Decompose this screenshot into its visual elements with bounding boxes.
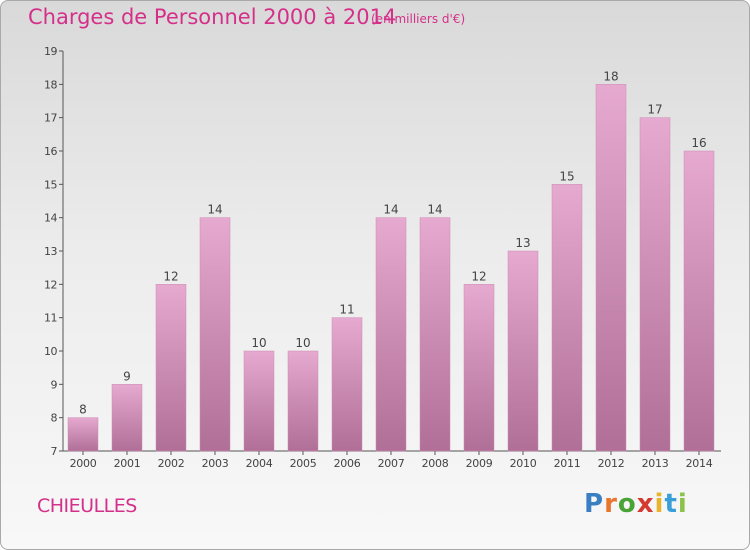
data-label-2002: 12	[163, 269, 178, 283]
y-tick-label: 12	[44, 278, 57, 291]
bar-2012	[595, 84, 627, 452]
bar-2014	[683, 150, 715, 452]
x-tick-label-2003: 2003	[202, 457, 229, 470]
axes: 7 8 9 10 11 12 13 14 15 16 17 18 19 2000 2001 2002 2003 2…	[44, 45, 721, 470]
y-tick-label: 19	[44, 45, 57, 58]
logo-letter: r	[604, 489, 618, 519]
x-tick-label-2009: 2009	[466, 457, 493, 470]
data-label-2001: 9	[123, 369, 131, 383]
chart-subtitle: (en milliers d'€)	[371, 12, 466, 26]
data-labels: 8 9 12 14 10 10 11 14 14 12 13 15 18 17 16	[79, 69, 706, 416]
data-label-2009: 12	[471, 269, 486, 283]
data-label-2007: 14	[383, 203, 398, 217]
bar-2003	[199, 217, 231, 452]
y-tick-label: 10	[44, 345, 57, 358]
x-tick-label-2006: 2006	[334, 457, 361, 470]
data-label-2011: 15	[559, 169, 574, 183]
data-label-2012: 18	[603, 69, 618, 83]
x-tick-label-2013: 2013	[642, 457, 669, 470]
data-label-2005: 10	[295, 336, 310, 350]
bar-2005	[287, 350, 319, 452]
bar-2004	[243, 350, 275, 452]
y-tick-label: 13	[44, 245, 57, 258]
logo-letter: t	[664, 489, 678, 519]
x-tick-label-2008: 2008	[422, 457, 449, 470]
data-label-2008: 14	[427, 203, 442, 217]
x-tick-label-2014: 2014	[686, 457, 713, 470]
logo-letter: o	[617, 489, 637, 519]
x-tick-label-2005: 2005	[290, 457, 317, 470]
x-tick-label-2011: 2011	[554, 457, 581, 470]
y-tick-label: 17	[44, 112, 57, 125]
data-label-2010: 13	[515, 236, 530, 250]
x-tick-label-2002: 2002	[158, 457, 185, 470]
bar-2007	[375, 217, 407, 452]
bars	[67, 84, 715, 452]
bar-2001	[111, 384, 143, 452]
y-tick-label: 8	[51, 412, 58, 425]
x-tick-label-2010: 2010	[510, 457, 537, 470]
proxiti-logo: Proxiti	[584, 489, 688, 519]
x-tick-label-2007: 2007	[378, 457, 405, 470]
y-tick-label: 18	[44, 78, 57, 91]
x-tick-label-2004: 2004	[246, 457, 273, 470]
y-tick-label: 15	[44, 178, 57, 191]
y-tick-label: 11	[44, 312, 57, 325]
bar-2006	[331, 317, 363, 452]
logo-letter: P	[584, 489, 605, 519]
bar-2002	[155, 284, 187, 452]
logo-letter: i	[654, 489, 665, 519]
logo-letter: i	[677, 489, 688, 519]
logo-letter: x	[636, 489, 655, 519]
bar-2009	[463, 284, 495, 452]
data-label-2014: 16	[691, 136, 706, 150]
data-label-2006: 11	[339, 303, 354, 317]
x-tick-label-2000: 2000	[70, 457, 97, 470]
bar-2010	[507, 250, 539, 452]
x-tick-label-2012: 2012	[598, 457, 625, 470]
commune-name: CHIEULLES	[37, 495, 137, 517]
data-label-2000: 8	[79, 403, 87, 417]
bar-2013	[639, 117, 671, 452]
bar-2000	[67, 417, 99, 452]
y-tick-label: 9	[51, 378, 58, 391]
chart-title: Charges de Personnel 2000 à 2014	[28, 5, 397, 29]
bar-2011	[551, 184, 583, 452]
data-label-2004: 10	[251, 336, 266, 350]
y-tick-label: 16	[44, 145, 57, 158]
y-tick-label: 7	[51, 445, 58, 458]
x-tick-label-2001: 2001	[114, 457, 141, 470]
data-label-2003: 14	[207, 203, 222, 217]
data-label-2013: 17	[647, 103, 662, 117]
bar-2008	[419, 217, 451, 452]
y-tick-label: 14	[44, 212, 57, 225]
